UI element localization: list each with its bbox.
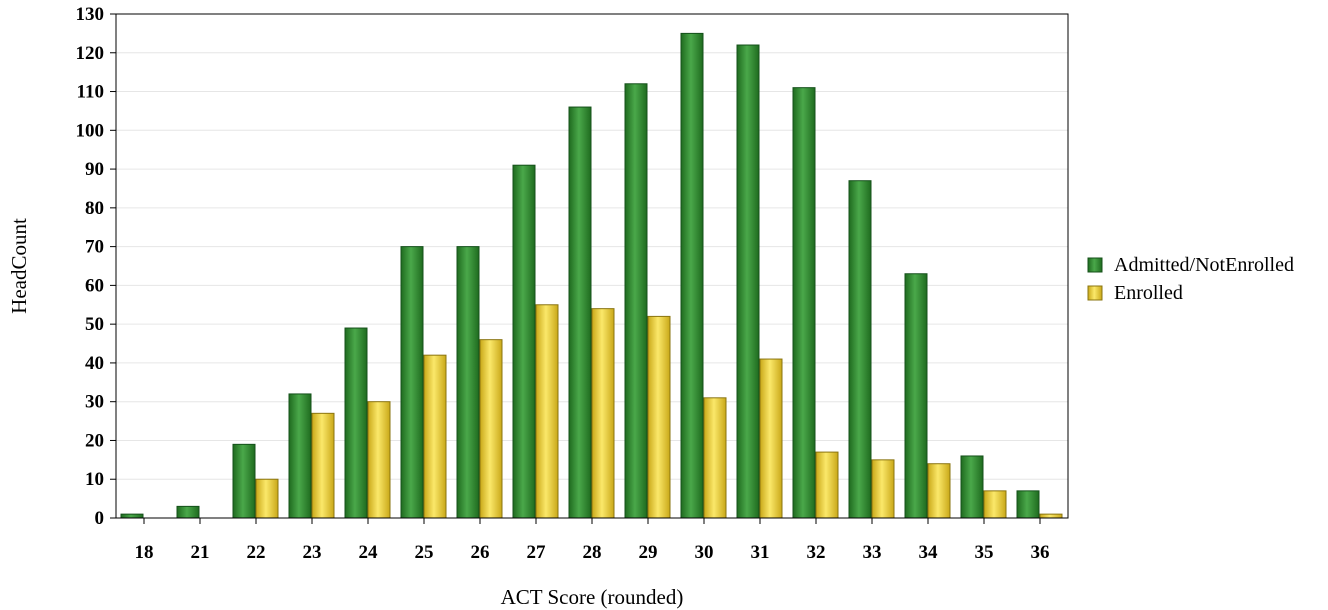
bar-enrolled-25 [423,354,447,519]
x-tick-label: 31 [751,542,770,563]
bar-admitted-notenrolled-29 [624,83,648,519]
x-tick-label: 28 [583,542,602,563]
x-tick-label: 18 [135,542,154,563]
y-tick-label: 90 [85,159,104,180]
legend-label: Enrolled [1114,282,1183,304]
x-tick-label: 30 [695,542,714,563]
axes [110,13,1069,524]
x-tick-label: 23 [303,542,322,563]
bar-enrolled-23 [311,412,335,519]
y-tick-label: 80 [85,198,104,219]
x-tick-label: 33 [863,542,882,563]
bar-admitted-notenrolled-35 [960,455,984,519]
bar-admitted-notenrolled-30 [680,32,704,519]
y-tick-label: 110 [77,82,104,103]
bar-admitted-notenrolled-28 [568,106,592,519]
x-tick-label: 34 [919,542,939,563]
x-tick-label: 29 [639,542,658,563]
bar-admitted-notenrolled-31 [736,44,760,519]
y-tick-labels: 0 10 20 30 40 50 60 70 80 90 100 110 120 130 [76,4,105,529]
bar-enrolled-28 [591,308,615,519]
y-tick-label: 10 [85,469,104,490]
y-tick-label: 0 [95,508,105,529]
bar-admitted-notenrolled-26 [456,246,480,519]
bar-enrolled-22 [255,478,279,519]
bar-enrolled-36 [1039,513,1063,519]
bar-admitted-notenrolled-22 [232,443,256,519]
x-tick-label: 26 [471,542,490,563]
x-tick-label: 35 [975,542,994,563]
bar-enrolled-26 [479,339,503,519]
bar-admitted-notenrolled-25 [400,246,424,519]
bar-enrolled-27 [535,304,559,519]
bar-admitted-notenrolled-21 [176,505,200,519]
bar-enrolled-29 [647,315,671,519]
x-tick-labels: 18 21 22 23 24 25 26 27 28 29 30 31 32 33 34 35 36 [135,542,1050,563]
bar-enrolled-32 [815,451,839,519]
bar-enrolled-24 [367,401,391,519]
bar-enrolled-34 [927,463,951,519]
bar-enrolled-30 [703,397,727,519]
bars [120,32,1063,519]
y-tick-label: 60 [85,275,104,296]
y-tick-label: 70 [85,237,104,258]
x-tick-label: 32 [807,542,826,563]
bar-admitted-notenrolled-33 [848,180,872,519]
bar-admitted-notenrolled-23 [288,393,312,519]
y-tick-label: 40 [85,353,104,374]
y-tick-label: 120 [76,43,105,64]
bar-enrolled-31 [759,358,783,519]
x-tick-label: 24 [359,542,379,563]
y-tick-label: 20 [85,430,104,451]
y-tick-label: 130 [76,4,105,25]
x-tick-label: 21 [191,542,210,563]
x-axis-title: ACT Score (rounded) [501,585,684,609]
x-tick-label: 27 [527,542,547,563]
y-tick-label: 100 [76,120,105,141]
bar-admitted-notenrolled-36 [1016,490,1040,519]
bar-enrolled-35 [983,490,1007,519]
x-tick-label: 36 [1031,542,1050,563]
legend-swatch [1087,285,1103,301]
y-tick-label: 50 [85,314,104,335]
legend-swatch [1087,257,1103,273]
bar-admitted-notenrolled-24 [344,327,368,519]
x-tick-label: 25 [415,542,434,563]
y-axis-title: HeadCount [7,218,31,314]
legend-label: Admitted/NotEnrolled [1114,254,1294,276]
bar-admitted-notenrolled-34 [904,273,928,519]
bar-admitted-notenrolled-18 [120,513,144,519]
legend: Admitted/NotEnrolled Enrolled [1087,254,1294,304]
bar-enrolled-33 [871,459,895,519]
bar-admitted-notenrolled-32 [792,87,816,519]
y-tick-label: 30 [85,392,104,413]
bar-admitted-notenrolled-27 [512,164,536,519]
x-tick-label: 22 [247,542,266,563]
